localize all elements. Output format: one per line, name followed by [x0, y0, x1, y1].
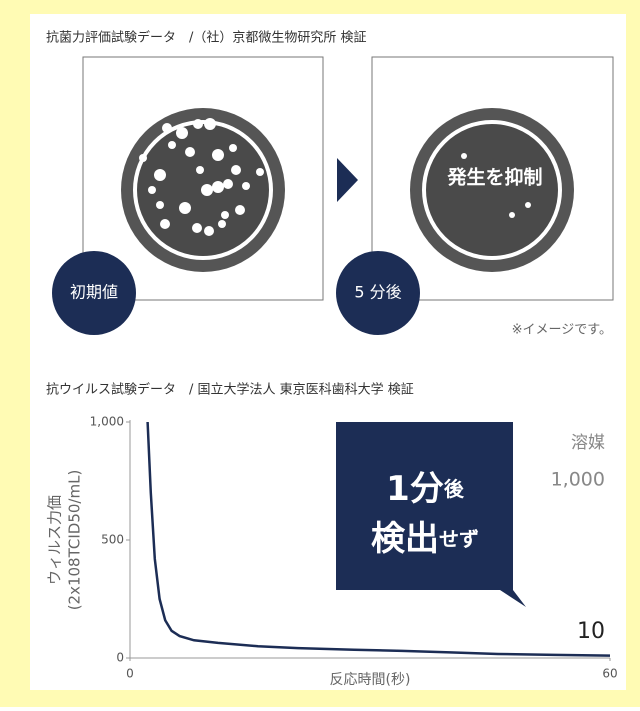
y-tick-label: 500 — [101, 533, 124, 547]
after-text: 発生を抑制 — [446, 166, 542, 189]
badge — [336, 251, 420, 335]
badge — [52, 251, 136, 335]
callout-text: 1分後 — [386, 469, 465, 509]
section-title: 抗菌力評価試験データ /（社）京都微生物研究所 検証 — [46, 30, 367, 46]
panel — [30, 14, 626, 690]
y-axis-label: (2x108TCID50/mL) — [66, 470, 84, 611]
callout-small: せず — [439, 527, 479, 551]
y-tick-label: 1,000 — [90, 415, 124, 429]
dish-after — [410, 108, 574, 272]
frame — [82, 56, 324, 301]
annotation: 1,000 — [551, 469, 605, 491]
callout-big: 検出 — [371, 519, 439, 559]
arrow — [337, 158, 358, 202]
line — [146, 421, 611, 657]
annotation: 溶媒 — [571, 433, 605, 453]
dish-before — [121, 108, 285, 272]
callout-big: 1分 — [386, 469, 444, 509]
before-label: 初期値 — [70, 283, 118, 302]
note: ※イメージです。 — [512, 323, 612, 338]
frame — [371, 56, 614, 301]
x-tick-label: 0 — [126, 667, 134, 681]
callout-text: 検出せず — [371, 519, 479, 559]
after-label: 5 分後 — [354, 283, 401, 302]
chart-title: 抗ウイルス試験データ / 国立大学法人 東京医科歯科大学 検証 — [46, 382, 414, 398]
x-axis-label: 反応時間(秒) — [330, 672, 411, 688]
x-tick-label: 60 — [602, 667, 617, 681]
data-label: 10 — [577, 619, 605, 644]
y-tick-label: 0 — [116, 651, 124, 665]
y-axis-label: ウィルス力価 — [46, 495, 64, 585]
callout-small: 後 — [444, 477, 465, 501]
